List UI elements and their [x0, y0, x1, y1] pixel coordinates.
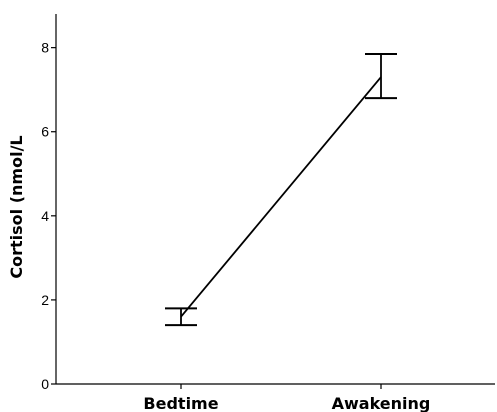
y-tick-label: 8: [41, 40, 49, 56]
series-line: [181, 77, 381, 317]
y-tick-label: 6: [41, 124, 49, 140]
y-tick-label: 4: [41, 208, 49, 224]
y-tick-label: 2: [41, 292, 49, 308]
x-tick-label: Bedtime: [143, 394, 218, 412]
y-axis-title: Cortisol (nmol/L: [7, 135, 26, 278]
x-ticks: Bedtime Awakening: [143, 384, 430, 412]
y-tick-label: 0: [41, 376, 49, 392]
x-tick-label: Awakening: [332, 394, 431, 412]
axes: [56, 14, 495, 384]
series: [165, 54, 397, 325]
y-ticks: 0 2 4 6 8: [41, 40, 56, 392]
